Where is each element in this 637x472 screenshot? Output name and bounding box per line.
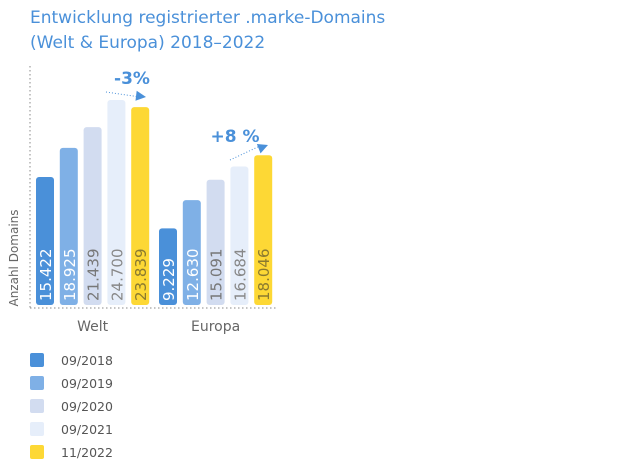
legend-item: 09/2018 bbox=[30, 352, 113, 368]
chart-title: Entwicklung registrierter .marke-Domains… bbox=[30, 6, 385, 56]
bar-chart: Anzahl Domains 15.422 18.925 21.439 24.700 23… bbox=[7, 66, 278, 335]
change-annotation: +8 % bbox=[210, 127, 259, 147]
legend-label: 11/2022 bbox=[61, 444, 113, 460]
legend-item: 09/2019 bbox=[30, 375, 113, 391]
bar-welt-09-2021 bbox=[107, 100, 126, 305]
arrow-head-icon bbox=[256, 144, 268, 154]
bar-value-label: 18.046 bbox=[255, 249, 273, 302]
legend-label: 09/2018 bbox=[61, 352, 113, 368]
bar-value-label: 15.422 bbox=[37, 249, 55, 302]
y-axis-label: Anzahl Domains bbox=[7, 209, 21, 306]
change-annotation: -3% bbox=[114, 69, 150, 89]
bar-value-label: 21.439 bbox=[85, 249, 103, 302]
legend-item: 09/2021 bbox=[30, 421, 113, 437]
category-label: Europa bbox=[191, 319, 240, 335]
bar-europa-09-2021 bbox=[230, 166, 249, 305]
trend-arrow-line bbox=[105, 91, 141, 98]
bar-value-label: 24.700 bbox=[108, 249, 126, 302]
category-label: Welt bbox=[77, 319, 109, 335]
bar-value-label: 15.091 bbox=[208, 249, 226, 302]
bar-value-label: 23.839 bbox=[132, 249, 150, 302]
legend-swatch bbox=[30, 399, 44, 413]
bar-value-label: 16.684 bbox=[231, 249, 249, 302]
bar-welt-09-2020 bbox=[83, 127, 102, 306]
title-line-2: (Welt & Europa) 2018–2022 bbox=[30, 33, 266, 53]
title-line-1: Entwicklung registrierter .marke-Domains bbox=[30, 8, 386, 28]
legend-label: 09/2020 bbox=[61, 398, 113, 414]
bar-welt-11-2022 bbox=[131, 107, 150, 305]
legend-label: 09/2021 bbox=[61, 421, 113, 437]
bar-welt-09-2019 bbox=[59, 147, 78, 305]
bar-value-label: 12.630 bbox=[184, 249, 202, 302]
legend-item: 09/2020 bbox=[30, 398, 113, 414]
bar-europa-11-2022 bbox=[254, 155, 273, 305]
legend-swatch bbox=[30, 445, 44, 459]
legend-label: 09/2019 bbox=[61, 375, 113, 391]
legend-swatch bbox=[30, 422, 44, 436]
bar-europa-09-2020 bbox=[206, 179, 225, 305]
bar-welt-09-2018 bbox=[36, 177, 54, 305]
legend-swatch bbox=[30, 376, 44, 390]
legend-swatch bbox=[30, 353, 44, 367]
bar-europa-09-2018 bbox=[159, 228, 177, 305]
bar-europa-09-2019 bbox=[182, 200, 201, 305]
bar-value-label: 9.229 bbox=[160, 258, 178, 301]
bar-value-label: 18.925 bbox=[61, 249, 79, 302]
arrow-head-icon bbox=[135, 90, 146, 101]
legend-item: 11/2022 bbox=[30, 444, 113, 460]
